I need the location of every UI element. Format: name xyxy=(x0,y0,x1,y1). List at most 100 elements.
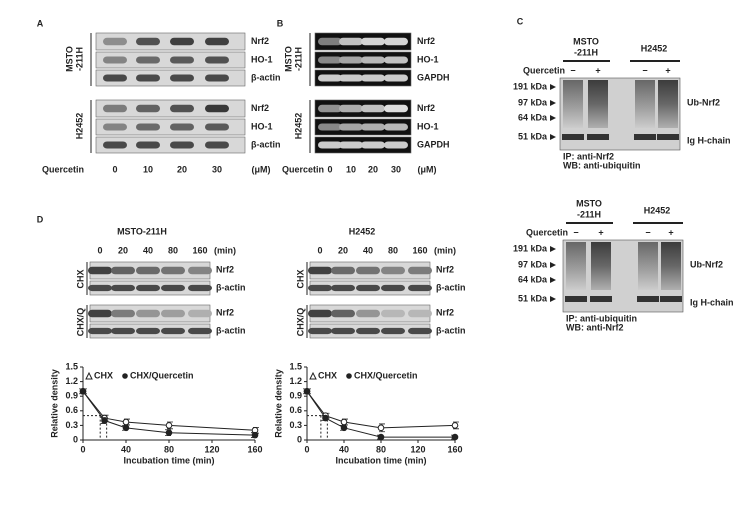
band xyxy=(384,123,408,131)
band-label: β-actin xyxy=(216,282,246,292)
data-point xyxy=(451,433,459,441)
panel-label: B xyxy=(277,18,284,28)
y-tick-label: 1.5 xyxy=(289,361,302,371)
band xyxy=(103,104,127,113)
band xyxy=(136,74,160,82)
treatment-label: CHX/Q xyxy=(295,308,305,337)
band xyxy=(136,37,160,46)
cell-line: MSTO xyxy=(64,46,74,72)
marker-arrow xyxy=(550,296,556,302)
band xyxy=(308,309,332,318)
marker-arrow xyxy=(550,262,556,268)
marker-arrow xyxy=(550,115,556,121)
smear xyxy=(661,242,681,290)
band xyxy=(339,141,363,149)
time-label: 80 xyxy=(388,245,398,255)
band xyxy=(170,37,194,46)
y-tick-label: 0.3 xyxy=(289,420,302,430)
band xyxy=(339,37,363,46)
band xyxy=(587,134,609,140)
band xyxy=(88,284,112,292)
band xyxy=(562,134,584,140)
band xyxy=(205,74,229,82)
band xyxy=(111,284,135,292)
band xyxy=(384,141,408,149)
band-label: Nrf2 xyxy=(436,264,454,274)
time-label: 0 xyxy=(97,245,102,255)
legend-label: CHX xyxy=(94,370,113,380)
cell-line: H2452 xyxy=(641,43,668,53)
band-label: Nrf2 xyxy=(436,307,454,317)
band xyxy=(170,56,194,64)
time-label: 160 xyxy=(192,245,207,255)
band xyxy=(136,104,160,113)
treatment-label: Quercetin xyxy=(42,164,84,174)
x-tick-label: 0 xyxy=(304,444,309,454)
band xyxy=(356,309,380,318)
legend-marker xyxy=(85,371,93,380)
band xyxy=(318,123,342,131)
band xyxy=(136,309,160,318)
smear xyxy=(638,242,658,290)
band xyxy=(308,327,332,335)
data-point xyxy=(322,414,329,422)
band xyxy=(161,309,185,318)
band xyxy=(339,56,363,64)
band xyxy=(188,266,212,275)
time-label: 40 xyxy=(363,245,373,255)
sign-label: + xyxy=(665,65,670,75)
data-point xyxy=(122,424,130,432)
sign-label: − xyxy=(570,65,575,75)
sign-label: − xyxy=(645,227,650,237)
band-label: Ub-Nrf2 xyxy=(687,97,720,107)
y-tick-label: 1.2 xyxy=(289,376,302,386)
band xyxy=(161,284,185,292)
band xyxy=(205,141,229,149)
marker-label: 64 kDa xyxy=(518,274,548,284)
band-label: β-actin xyxy=(436,282,466,292)
band xyxy=(356,284,380,292)
smear xyxy=(566,242,586,290)
band xyxy=(339,74,363,82)
data-point xyxy=(101,417,108,424)
band xyxy=(308,284,332,292)
column-title: H2452 xyxy=(349,226,376,236)
data-point xyxy=(377,433,385,441)
cell-line: -211H xyxy=(577,209,601,219)
x-tick-label: 40 xyxy=(121,444,131,454)
panel-label: D xyxy=(37,214,44,224)
band xyxy=(318,104,342,113)
band-label: Nrf2 xyxy=(417,36,435,46)
dose-label: 10 xyxy=(346,164,356,174)
band-label: Nrf2 xyxy=(417,103,435,113)
smear xyxy=(635,80,655,128)
band xyxy=(111,327,135,335)
band-label: β-actin xyxy=(251,72,281,82)
band xyxy=(136,327,160,335)
legend-marker xyxy=(309,371,317,380)
band xyxy=(88,327,112,335)
band-label: β-actin xyxy=(216,325,246,335)
data-point xyxy=(451,422,459,429)
band-label: GAPDH xyxy=(417,72,450,82)
band-label: GAPDH xyxy=(417,139,450,149)
band xyxy=(384,74,408,82)
y-tick-label: 1.5 xyxy=(65,361,78,371)
marker-arrow xyxy=(550,134,556,140)
band xyxy=(408,284,432,292)
marker-label: 191 kDa xyxy=(513,243,548,253)
band xyxy=(331,284,355,292)
y-tick-label: 0.9 xyxy=(289,391,302,401)
y-tick-label: 0 xyxy=(297,434,302,444)
band xyxy=(356,266,380,275)
time-label: 40 xyxy=(143,245,153,255)
band-label: Ub-Nrf2 xyxy=(690,259,723,269)
band xyxy=(188,327,212,335)
band xyxy=(637,296,659,302)
sign-label: + xyxy=(595,65,600,75)
band-label: HO-1 xyxy=(417,121,439,131)
ip-label: IP: anti-ubiquitin xyxy=(566,313,637,323)
band xyxy=(136,141,160,149)
marker-label: 51 kDa xyxy=(518,131,548,141)
band xyxy=(103,141,127,149)
